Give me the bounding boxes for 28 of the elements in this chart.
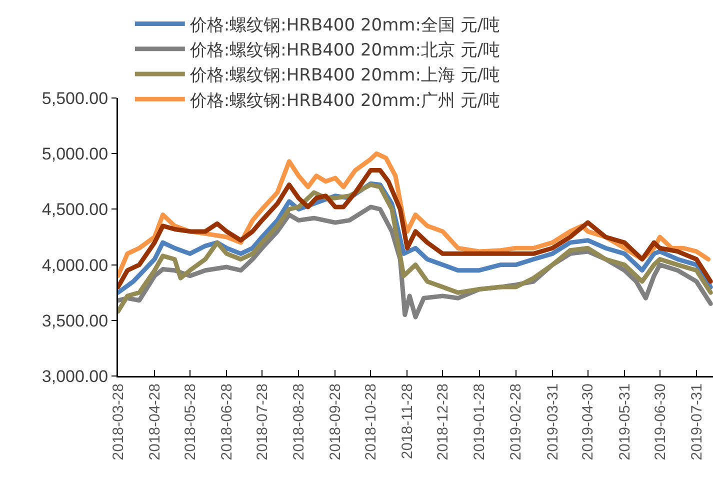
x-tick-label: 2018-07-28 xyxy=(254,384,271,460)
y-tick-label: 5,000.00 xyxy=(42,144,108,164)
x-tick-label: 2019-07-31 xyxy=(688,384,706,460)
x-tick-label: 2019-01-28 xyxy=(471,384,488,460)
x-tick-label: 2018-10-28 xyxy=(362,384,380,460)
legend-label: 价格:螺纹钢:HRB400 20mm:北京 元/吨 xyxy=(188,40,500,61)
x-tick-label: 2018-12-28 xyxy=(434,384,452,460)
y-tick-label: 3,500.00 xyxy=(42,311,108,330)
x-tick-label: 2019-02-28 xyxy=(508,384,525,460)
x-tick-label: 2019-04-30 xyxy=(580,384,597,460)
legend-label: 价格:螺纹钢:HRB400 20mm:上海 元/吨 xyxy=(188,66,500,86)
y-tick-label: 3,000.00 xyxy=(42,366,108,386)
x-tick-label: 2018-08-28 xyxy=(290,384,308,460)
x-tick-label: 2019-06-30 xyxy=(652,384,669,460)
x-tick-label: 2018-03-28 xyxy=(110,384,127,460)
x-tick-label: 2018-05-28 xyxy=(182,384,199,460)
x-tick-label: 2019-05-31 xyxy=(616,384,634,460)
y-tick-label: 4,500.00 xyxy=(42,200,108,220)
legend-label: 价格:螺纹钢:HRB400 20mm:全国 元/吨 xyxy=(188,15,500,36)
y-tick-label: 4,000.00 xyxy=(42,256,108,275)
legend-label: 价格:螺纹钢:HRB400 20mm:广州 元/吨 xyxy=(188,90,500,111)
x-tick-label: 2018-04-28 xyxy=(146,384,164,460)
line-series xyxy=(118,182,713,314)
y-tick-label: 5,500.00 xyxy=(42,88,108,108)
x-tick-label: 2018-06-28 xyxy=(218,384,236,460)
x-tick-label: 2018-11-28 xyxy=(399,384,416,460)
x-tick-label: 2018-09-28 xyxy=(327,384,344,460)
x-tick-label: 2019-03-31 xyxy=(544,384,562,460)
